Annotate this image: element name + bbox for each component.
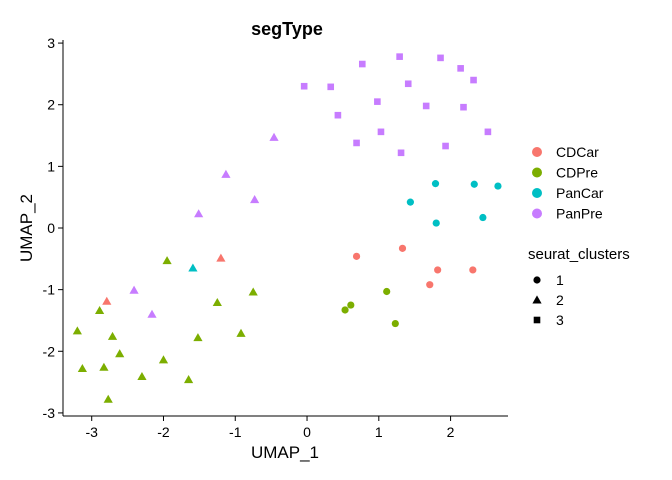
y-tick-label: 1	[47, 158, 55, 174]
data-point	[102, 296, 112, 305]
data-point	[72, 326, 82, 335]
data-point	[479, 213, 487, 222]
data-point	[431, 180, 440, 188]
y-axis-title: UMAP_2	[17, 194, 36, 262]
data-point	[99, 362, 109, 371]
data-point	[193, 333, 203, 342]
data-point	[77, 363, 87, 372]
data-point	[194, 209, 204, 218]
x-tick-label: 0	[303, 424, 311, 440]
data-point	[347, 301, 355, 309]
data-point	[158, 355, 169, 364]
legend-color-label: PanCar	[556, 185, 604, 201]
data-point	[460, 103, 467, 111]
data-point	[377, 128, 385, 136]
data-point	[162, 256, 172, 265]
shape-legend-title: seurat_clusters	[528, 246, 630, 263]
chart-title: segType	[251, 19, 323, 39]
data-point	[470, 180, 478, 188]
data-point	[358, 60, 366, 68]
data-point	[352, 252, 361, 260]
legend-color-label: CDPre	[556, 165, 598, 181]
legend-shape-label: 2	[556, 292, 564, 308]
legend-color-key	[532, 188, 542, 198]
y-tick-label: 3	[47, 35, 55, 51]
data-point	[115, 349, 125, 358]
data-point	[147, 309, 157, 318]
y-tick-label: -3	[43, 405, 56, 421]
y-tick-label: 2	[47, 97, 55, 113]
plot-area: -3 -2 -1 0 1 2 -3 -2 -1 0 1 2 3	[43, 35, 508, 440]
legend-shape-label: 1	[556, 272, 564, 288]
data-point	[374, 98, 381, 105]
legend-color-key	[532, 147, 542, 157]
data-point	[442, 142, 449, 150]
legend-shape-label: 3	[556, 312, 564, 328]
data-point	[432, 219, 440, 227]
data-point	[300, 82, 308, 90]
data-point	[95, 305, 105, 315]
legend-color-label: PanPre	[556, 206, 603, 222]
data-point	[484, 128, 492, 136]
data-point	[470, 76, 477, 84]
data-point	[383, 287, 391, 296]
data-point	[129, 285, 139, 294]
x-tick-label: -3	[85, 424, 98, 440]
y-tick-label: 0	[47, 220, 55, 236]
data-point	[396, 53, 403, 60]
x-tick-label: 1	[375, 424, 383, 440]
data-point	[216, 253, 226, 262]
data-point	[406, 198, 414, 206]
data-point	[404, 80, 412, 88]
legend-color-key	[532, 208, 542, 219]
data-point	[353, 139, 360, 147]
data-point	[327, 83, 335, 91]
data-point	[188, 263, 198, 272]
data-point	[269, 132, 279, 141]
data-point	[391, 319, 399, 328]
data-point	[107, 331, 118, 340]
x-tick-label: 2	[447, 424, 455, 440]
y-tick-label: -2	[43, 343, 56, 359]
data-point	[212, 297, 222, 307]
data-point	[334, 111, 342, 119]
data-point	[426, 281, 434, 289]
data-point	[494, 182, 502, 190]
legend-shape-key	[533, 276, 541, 284]
legend: seurat_clusters CDCar CDPre PanCar PanPre 1 2…	[528, 144, 630, 328]
legend-shape-key	[532, 295, 542, 304]
data-point	[248, 287, 258, 296]
data-point	[103, 394, 113, 403]
data-point	[221, 169, 231, 178]
data-point	[137, 371, 147, 381]
data-point	[398, 244, 407, 252]
x-tick-label: -2	[157, 424, 170, 440]
data-point	[397, 149, 405, 157]
data-point	[236, 328, 246, 337]
y-ticks: -3 -2 -1 0 1 2 3	[43, 35, 63, 421]
data-points	[72, 53, 502, 403]
data-point	[250, 195, 260, 204]
data-point	[469, 266, 477, 274]
data-point	[422, 102, 430, 110]
x-ticks: -3 -2 -1 0 1 2	[85, 416, 455, 440]
data-point	[434, 266, 442, 274]
legend-color-label: CDCar	[556, 144, 599, 160]
x-tick-label: -1	[229, 424, 242, 440]
data-point	[437, 54, 444, 62]
data-point	[184, 375, 194, 384]
legend-color-key	[532, 167, 542, 178]
y-tick-label: -1	[43, 282, 56, 298]
data-point	[341, 306, 349, 314]
data-point	[457, 65, 464, 72]
x-axis-title: UMAP_1	[251, 443, 319, 462]
legend-shape-key	[533, 316, 541, 324]
